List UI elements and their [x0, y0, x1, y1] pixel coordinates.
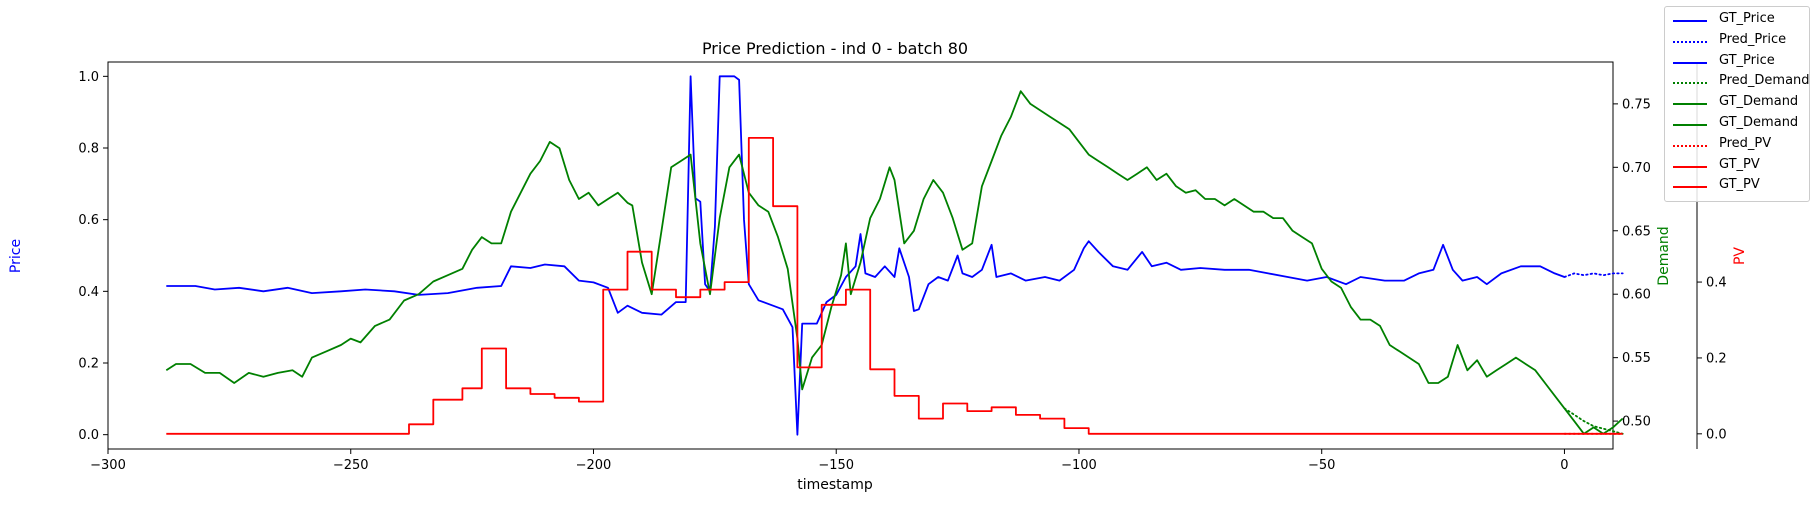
plot-frame [107, 61, 1614, 450]
y-tick-label-price: 0.4 [78, 285, 99, 300]
axes: −300 −250 −200 −150 −100 −50 0 0.0 0.2 0.4 0.6 0.8 1… [78, 61, 1727, 473]
x-tick-label: −150 [818, 458, 854, 473]
y-tick-label-demand: 0.65 [1622, 224, 1651, 239]
y-tick-label-pv: 0.2 [1706, 351, 1727, 366]
x-tick-label: −200 [576, 458, 612, 473]
y-tick-label-price: 0.2 [78, 357, 99, 372]
legend-label: GT_Demand [1719, 94, 1799, 110]
legend-item: GT_PV [1665, 176, 1811, 197]
y-tick-label-demand: 0.60 [1622, 288, 1651, 303]
legend-swatch [1673, 144, 1707, 147]
legend-item: GT_PV [1665, 156, 1811, 177]
legend-swatch [1673, 61, 1707, 64]
series-lines [165, 75, 1624, 436]
legend-item: Pred_Demand [1665, 72, 1811, 93]
x-tick-label: −300 [90, 458, 126, 473]
series-pred-price [1563, 272, 1624, 278]
legend-item: GT_Price [1665, 10, 1811, 31]
legend-item: Pred_PV [1665, 135, 1811, 156]
legend-item: GT_Demand [1665, 93, 1811, 114]
legend-swatch [1673, 20, 1707, 22]
series-pred-demand [1563, 407, 1624, 435]
legend-label: Pred_Price [1719, 31, 1787, 47]
legend-label: GT_Price [1719, 11, 1775, 26]
y-tick-label-demand: 0.50 [1622, 415, 1651, 430]
legend-item: GT_Price [1665, 52, 1811, 73]
legend-label: GT_PV [1719, 156, 1760, 172]
y-tick-label-price: 1.0 [78, 70, 99, 85]
legend-label: GT_Demand [1719, 115, 1799, 130]
x-tick-label: 0 [1560, 458, 1568, 473]
series-gt-demand [165, 90, 1624, 435]
legend-item: Pred_Price [1665, 31, 1811, 52]
x-tick-label: −100 [1061, 458, 1097, 473]
y-tick-label-pv: 0.0 [1706, 427, 1727, 442]
chart-title: Price Prediction - ind 0 - batch 80 [702, 39, 968, 58]
y-tick-label-demand: 0.55 [1622, 351, 1651, 366]
legend-swatch [1673, 165, 1707, 168]
x-tick-label: −50 [1308, 458, 1335, 473]
legend-swatch [1673, 40, 1707, 43]
x-axis-label: timestamp [797, 477, 873, 493]
legend-label: GT_PV [1719, 177, 1760, 193]
series-gt-pv [166, 137, 1623, 435]
y-axis-label-demand: Demand [1656, 226, 1672, 285]
y-axis-label-price: Price [8, 239, 24, 273]
y-axis-label-pv: PV [1732, 247, 1748, 265]
legend-swatch [1673, 186, 1707, 189]
series-gt-price [166, 75, 1565, 436]
legend-label: Pred_Demand [1719, 73, 1810, 89]
y-tick-label-price: 0.8 [78, 142, 99, 157]
y-tick-label-price: 0.6 [78, 213, 99, 228]
x-tick-label: −250 [333, 458, 369, 473]
y-tick-label-demand: 0.75 [1622, 97, 1651, 112]
y-tick-label-price: 0.0 [78, 428, 99, 443]
chart-legend: GT_Price Pred_Price GT_Price Pred_Demand GT_… [1664, 6, 1810, 202]
y-tick-label-demand: 0.70 [1622, 161, 1651, 176]
legend-item: GT_Demand [1665, 114, 1811, 135]
legend-swatch [1673, 124, 1707, 126]
y-tick-label-pv: 0.4 [1706, 276, 1727, 291]
legend-swatch [1673, 103, 1707, 106]
legend-swatch [1673, 82, 1707, 85]
legend-label: Pred_PV [1719, 135, 1772, 151]
legend-label: GT_Price [1719, 52, 1775, 68]
